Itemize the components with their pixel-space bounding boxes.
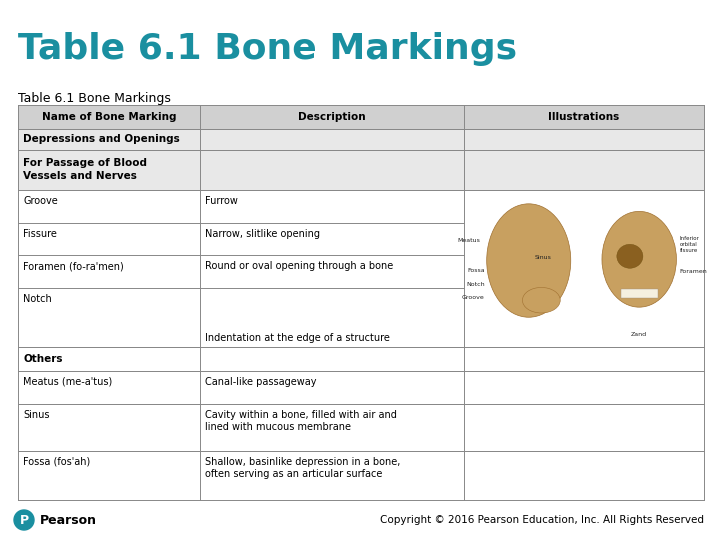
Text: Meatus: Meatus <box>458 238 481 243</box>
Ellipse shape <box>617 244 643 268</box>
Ellipse shape <box>487 204 571 317</box>
Text: Cavity within a bone, filled with air and
lined with mucous membrane: Cavity within a bone, filled with air an… <box>204 410 397 433</box>
Bar <box>18 150 704 190</box>
Text: Zand: Zand <box>631 332 647 337</box>
Circle shape <box>14 510 34 530</box>
Text: Table 6.1 Bone Markings: Table 6.1 Bone Markings <box>18 32 517 66</box>
Ellipse shape <box>523 287 560 313</box>
Text: Meatus (me-a'tus): Meatus (me-a'tus) <box>23 377 112 387</box>
Text: Shallow, basinlike depression in a bone,
often serving as an articular surface: Shallow, basinlike depression in a bone,… <box>204 457 400 480</box>
Text: Foramen (fo-ra'men): Foramen (fo-ra'men) <box>23 261 124 272</box>
Text: Table 6.1 Bone Markings: Table 6.1 Bone Markings <box>18 92 171 105</box>
Bar <box>621 289 658 298</box>
Text: For Passage of Blood
Vessels and Nerves: For Passage of Blood Vessels and Nerves <box>23 158 147 181</box>
Text: Fossa (fos'ah): Fossa (fos'ah) <box>23 457 90 467</box>
Text: Copyright © 2016 Pearson Education, Inc. All Rights Reserved: Copyright © 2016 Pearson Education, Inc.… <box>380 515 704 525</box>
Text: Fossa: Fossa <box>467 268 485 273</box>
Ellipse shape <box>602 211 676 307</box>
Text: Description: Description <box>298 112 366 122</box>
Text: Notch: Notch <box>23 294 52 305</box>
Text: Foramen: Foramen <box>680 269 707 274</box>
Text: P: P <box>19 514 29 526</box>
Text: Groove: Groove <box>462 295 485 300</box>
Text: Indentation at the edge of a structure: Indentation at the edge of a structure <box>204 333 390 343</box>
Text: Name of Bone Marking: Name of Bone Marking <box>42 112 176 122</box>
Text: Round or oval opening through a bone: Round or oval opening through a bone <box>204 261 393 272</box>
Text: Narrow, slitlike opening: Narrow, slitlike opening <box>204 228 320 239</box>
Text: Fissure: Fissure <box>23 228 57 239</box>
Text: Inferior
orbital
fissure: Inferior orbital fissure <box>680 236 699 253</box>
Text: Notch: Notch <box>466 282 485 287</box>
Text: Pearson: Pearson <box>40 514 97 526</box>
Text: Sinus: Sinus <box>23 410 50 420</box>
Text: Depressions and Openings: Depressions and Openings <box>23 134 180 144</box>
Bar <box>18 129 704 150</box>
Text: Furrow: Furrow <box>204 195 238 206</box>
Bar <box>18 105 704 129</box>
Text: Illustrations: Illustrations <box>549 112 620 122</box>
Text: Others: Others <box>23 354 63 364</box>
Text: Sinus: Sinus <box>535 255 552 260</box>
Text: Canal-like passageway: Canal-like passageway <box>204 377 316 387</box>
Text: Groove: Groove <box>23 195 58 206</box>
